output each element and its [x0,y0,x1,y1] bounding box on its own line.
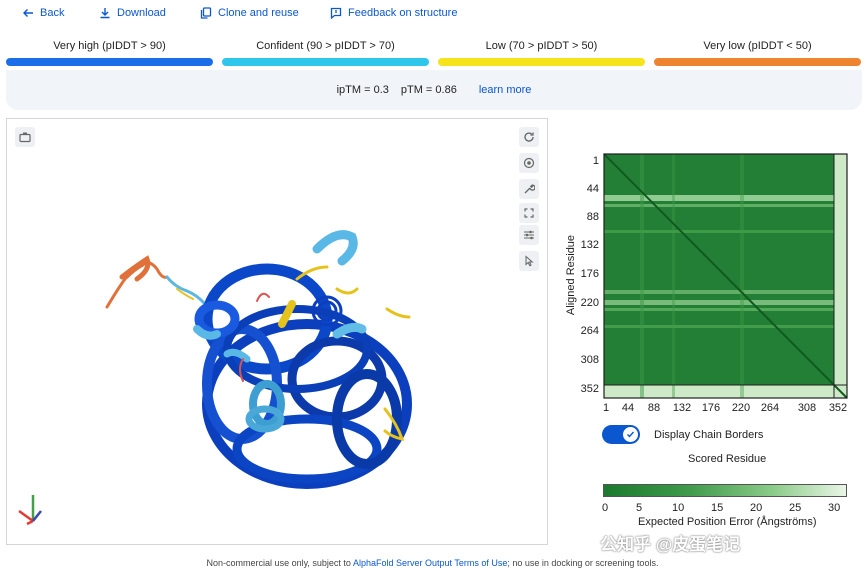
x-tick: 308 [798,402,816,414]
axes-gizmo [18,495,42,526]
metrics-panel: ipTM = 0.3 pTM = 0.86 learn more [6,70,862,110]
x-tick: 220 [732,402,750,414]
download-label: Download [117,7,166,19]
feedback-icon [330,7,342,19]
iptm-value: ipTM = 0.3 [336,84,389,96]
chain-borders-label: Display Chain Borders [654,429,764,441]
back-label: Back [40,7,65,19]
watermark: 公知乎 @皮蛋笔记 [600,530,740,555]
colorbar-tick: 25 [789,502,802,514]
legend-label: Confident (90 > pIDDT > 70) [256,40,395,52]
y-tick: 352 [581,383,599,395]
y-tick: 1 [593,155,599,167]
colorbar-tick: 20 [750,502,763,514]
x-tick: 352 [829,402,847,414]
legend-label: Low (70 > pIDDT > 50) [485,40,598,52]
legend-low: Low (70 > pIDDT > 50) [438,40,645,66]
chain-borders-toggle[interactable] [602,425,640,444]
terms-link[interactable]: AlphaFold Server Output Terms of Use [352,558,508,568]
x-tick: 44 [622,402,634,414]
learn-more-link[interactable]: learn more [478,84,532,96]
reset-view-button[interactable] [519,127,539,147]
protein-structure[interactable] [7,119,547,544]
x-tick: 176 [702,402,720,414]
y-tick: 220 [581,297,599,309]
y-tick: 176 [581,268,599,280]
legend-very-high: Very high (pIDDT > 90) [6,40,213,66]
watermark-text: 公知乎 @皮蛋笔记 [600,535,741,554]
back-button[interactable]: Back [22,4,64,22]
refresh-icon [524,132,534,142]
screenshot-tool-button[interactable] [15,127,35,147]
x-tick: 264 [761,402,779,414]
legend-color-bar [654,58,861,66]
legend-label: Very high (pIDDT > 90) [53,40,166,52]
colorbar-tick: 5 [636,502,643,514]
pae-plot[interactable]: Aligned Residue 1 44 88 132 176 220 264 … [560,140,860,540]
pae-heatmap [603,153,848,399]
toggle-knob [623,427,638,442]
download-icon [100,8,110,19]
legend-color-bar [6,58,213,66]
colorbar-tick: 30 [828,502,841,514]
x-tick: 132 [673,402,691,414]
x-tick: 88 [648,402,660,414]
footer-text-before: Non-commercial use only, subject to [206,558,353,568]
copy-icon [200,7,212,19]
controls-button[interactable] [519,225,539,245]
fullscreen-icon [524,208,534,218]
y-tick: 88 [587,211,599,223]
y-tick: 308 [581,354,599,366]
feedback-button[interactable]: Feedback on structure [330,4,457,22]
fullscreen-button[interactable] [519,203,539,223]
x-tick: 1 [603,402,609,414]
check-icon [627,431,635,438]
y-tick: 132 [581,239,599,251]
pae-x-axis-label: Scored Residue [688,453,767,465]
pae-colorbar [603,484,847,497]
colorbar-label: Expected Position Error (Ångströms) [638,516,817,528]
pae-y-ticks: 1 44 88 132 176 220 264 308 352 [581,155,599,395]
spin-button[interactable] [519,153,539,173]
footer-disclaimer: Non-commercial use only, subject to Alph… [0,558,865,568]
legend-color-bar [222,58,429,66]
arrow-left-icon [23,9,33,17]
footer-text-after: ; no use in docking or screening tools. [507,558,659,568]
ptm-value: pTM = 0.86 [400,84,457,96]
camera-icon [19,132,31,143]
target-icon [523,157,535,169]
sliders-icon [524,230,534,240]
structure-viewer[interactable] [6,118,548,545]
pae-y-axis-label: Aligned Residue [565,235,577,315]
legend-confident: Confident (90 > pIDDT > 70) [222,40,429,66]
clone-reuse-label: Clone and reuse [218,7,299,19]
pae-x-ticks: 1 44 88 132 176 220 264 308 352 [603,402,847,414]
plddt-legend: Very high (pIDDT > 90) Confident (90 > p… [6,40,862,68]
select-mode-button[interactable] [519,251,539,271]
colorbar-tick: 15 [711,502,724,514]
clone-reuse-button[interactable]: Clone and reuse [200,4,299,22]
colorbar-tick: 10 [672,502,685,514]
colorbar-tick: 0 [602,502,609,514]
y-tick: 264 [581,325,599,337]
legend-label: Very low (pIDDT < 50) [703,40,812,52]
download-button[interactable]: Download [99,4,166,22]
legend-very-low: Very low (pIDDT < 50) [654,40,861,66]
cursor-icon [525,255,534,267]
top-toolbar: Back Download Clone and reuse Feedback o… [0,0,865,26]
feedback-label: Feedback on structure [348,7,458,19]
wrench-icon [524,184,535,194]
legend-color-bar [438,58,645,66]
settings-tool-button[interactable] [519,179,539,199]
y-tick: 44 [587,183,599,195]
